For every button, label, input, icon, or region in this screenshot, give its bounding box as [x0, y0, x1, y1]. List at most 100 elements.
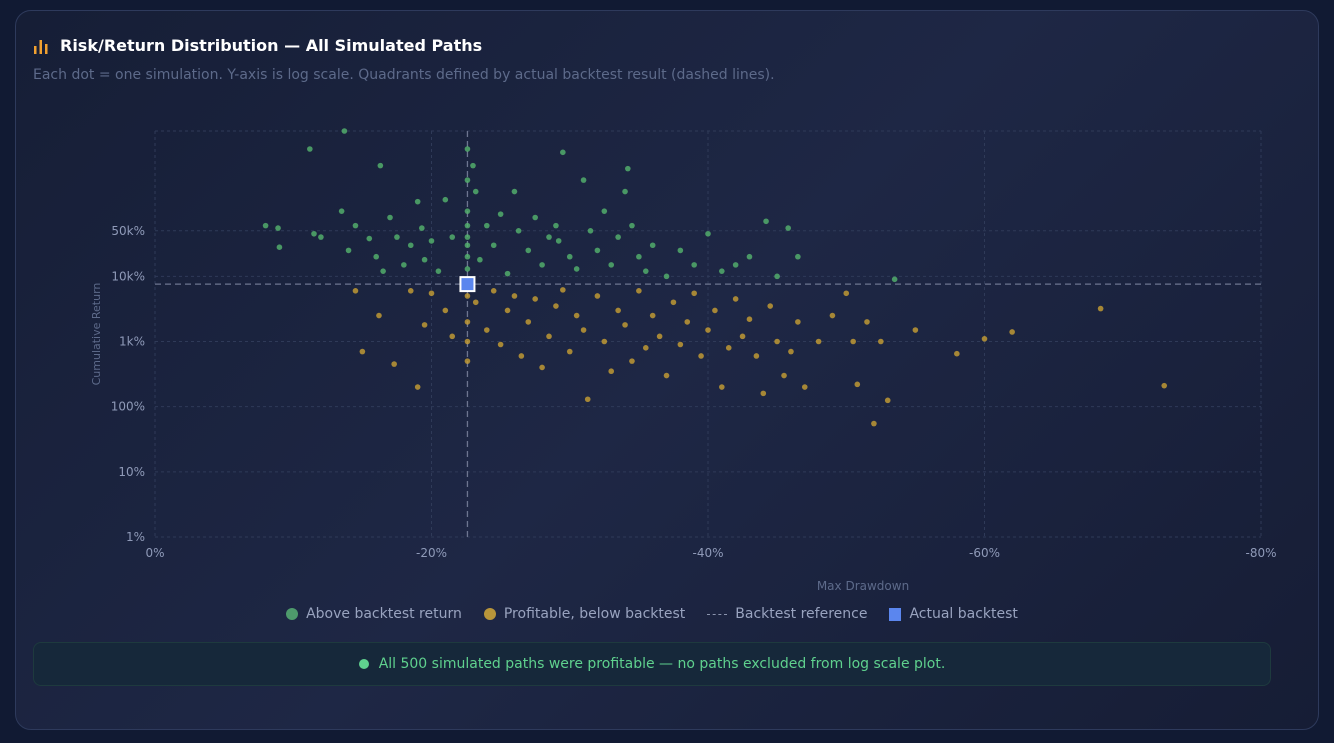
point-above-backtest	[464, 242, 471, 249]
x-tick-label: 0%	[145, 546, 164, 560]
point-above-backtest	[464, 253, 471, 260]
point-above-backtest	[622, 188, 628, 195]
point-below-backtest	[580, 327, 587, 333]
point-above-backtest	[419, 225, 425, 231]
point-above-backtest	[719, 268, 725, 274]
point-below-backtest	[725, 345, 732, 351]
point-above-backtest	[795, 253, 801, 260]
point-above-backtest	[504, 270, 511, 277]
point-below-backtest	[801, 384, 808, 390]
point-above-backtest	[511, 188, 518, 195]
point-above-backtest	[472, 188, 479, 195]
point-below-backtest	[472, 299, 479, 306]
point-above-backtest	[677, 247, 684, 254]
legend-above[interactable]: Above backtest return	[286, 606, 462, 622]
point-above-backtest	[318, 234, 324, 240]
point-above-backtest	[587, 227, 594, 234]
point-below-backtest	[829, 312, 836, 319]
legend-actual[interactable]: Actual backtest	[889, 606, 1018, 622]
blue-square-icon	[889, 607, 902, 621]
point-above-backtest	[311, 230, 317, 237]
y-tick-label: 50k%	[111, 224, 145, 238]
point-above-backtest	[380, 268, 386, 274]
point-below-backtest	[504, 307, 511, 314]
legend: Above backtest return Profitable, below …	[0, 606, 1304, 622]
point-above-backtest	[490, 242, 497, 249]
point-below-backtest	[1097, 305, 1104, 312]
x-tick-label: -20%	[416, 546, 447, 560]
point-above-backtest	[532, 214, 538, 221]
point-above-backtest	[615, 234, 621, 240]
point-below-backtest	[884, 397, 891, 404]
header: Risk/Return Distribution — All Simulated…	[34, 36, 482, 55]
point-below-backtest	[850, 338, 856, 345]
point-above-backtest	[387, 214, 393, 221]
point-below-backtest	[553, 303, 559, 309]
point-above-backtest	[625, 165, 631, 172]
point-below-backtest	[864, 319, 870, 325]
point-below-backtest	[649, 312, 656, 319]
point-above-backtest	[642, 268, 649, 274]
point-above-backtest	[566, 253, 573, 260]
point-below-backtest	[636, 288, 642, 294]
point-below-backtest	[663, 372, 670, 379]
point-below-backtest	[484, 327, 490, 333]
point-above-backtest	[539, 262, 545, 268]
point-above-backtest	[464, 266, 471, 272]
point-below-backtest	[449, 333, 456, 340]
point-above-backtest	[629, 222, 635, 229]
point-above-backtest	[421, 256, 428, 263]
point-above-backtest	[546, 234, 552, 240]
point-below-backtest	[532, 296, 538, 302]
point-above-backtest	[663, 273, 670, 280]
point-below-backtest	[843, 290, 850, 297]
point-above-backtest	[785, 225, 791, 231]
green-dot-icon	[286, 608, 299, 620]
point-below-backtest	[560, 287, 566, 293]
scatter-chart: 1% 10% 100% 1k% 10k% 50k% 0% -20% -40% -60% -80% Ma…	[90, 128, 1277, 593]
point-below-backtest	[746, 316, 753, 322]
point-above-backtest	[573, 266, 580, 272]
point-above-backtest	[497, 211, 504, 217]
point-below-backtest	[421, 322, 428, 328]
point-above-backtest	[414, 198, 421, 205]
legend-below-label: Profitable, below backtest	[503, 606, 686, 622]
point-below-backtest	[414, 384, 421, 390]
gold-dot-icon	[483, 608, 496, 620]
point-below-backtest	[464, 319, 471, 325]
point-below-backtest	[677, 341, 684, 348]
point-above-backtest	[763, 218, 769, 225]
banner-text: All 500 simulated paths were profitable …	[378, 656, 946, 672]
point-above-backtest	[373, 253, 380, 260]
bar-chart-icon	[34, 39, 48, 54]
info-banner: All 500 simulated paths were profitable …	[33, 642, 1271, 686]
point-below-backtest	[760, 390, 767, 397]
point-above-backtest	[636, 253, 642, 260]
legend-reference[interactable]: Backtest reference	[707, 606, 867, 622]
y-tick-label: 10k%	[111, 269, 145, 283]
point-below-backtest	[584, 396, 591, 403]
x-tick-label: -40%	[692, 546, 723, 560]
x-tick-label: -80%	[1245, 546, 1276, 560]
point-below-backtest	[376, 312, 382, 319]
point-above-backtest	[525, 247, 532, 254]
point-above-backtest	[580, 177, 587, 183]
point-below-backtest	[497, 341, 504, 348]
point-below-backtest	[781, 372, 787, 379]
point-below-backtest	[642, 345, 649, 351]
point-above-backtest	[477, 256, 483, 263]
legend-below[interactable]: Profitable, below backtest	[483, 606, 686, 622]
point-below-backtest	[359, 348, 366, 355]
y-tick-label: 100%	[111, 400, 145, 414]
point-below-backtest	[601, 338, 608, 345]
legend-above-label: Above backtest return	[306, 606, 462, 622]
legend-reference-label: Backtest reference	[735, 606, 868, 622]
point-below-backtest	[464, 293, 471, 299]
point-below-backtest	[608, 368, 615, 375]
point-below-backtest	[428, 290, 435, 297]
point-above-backtest	[774, 273, 780, 280]
point-below-backtest	[464, 338, 471, 345]
status-dot-icon	[358, 659, 369, 669]
point-above-backtest	[553, 222, 559, 229]
point-above-backtest	[649, 242, 656, 249]
